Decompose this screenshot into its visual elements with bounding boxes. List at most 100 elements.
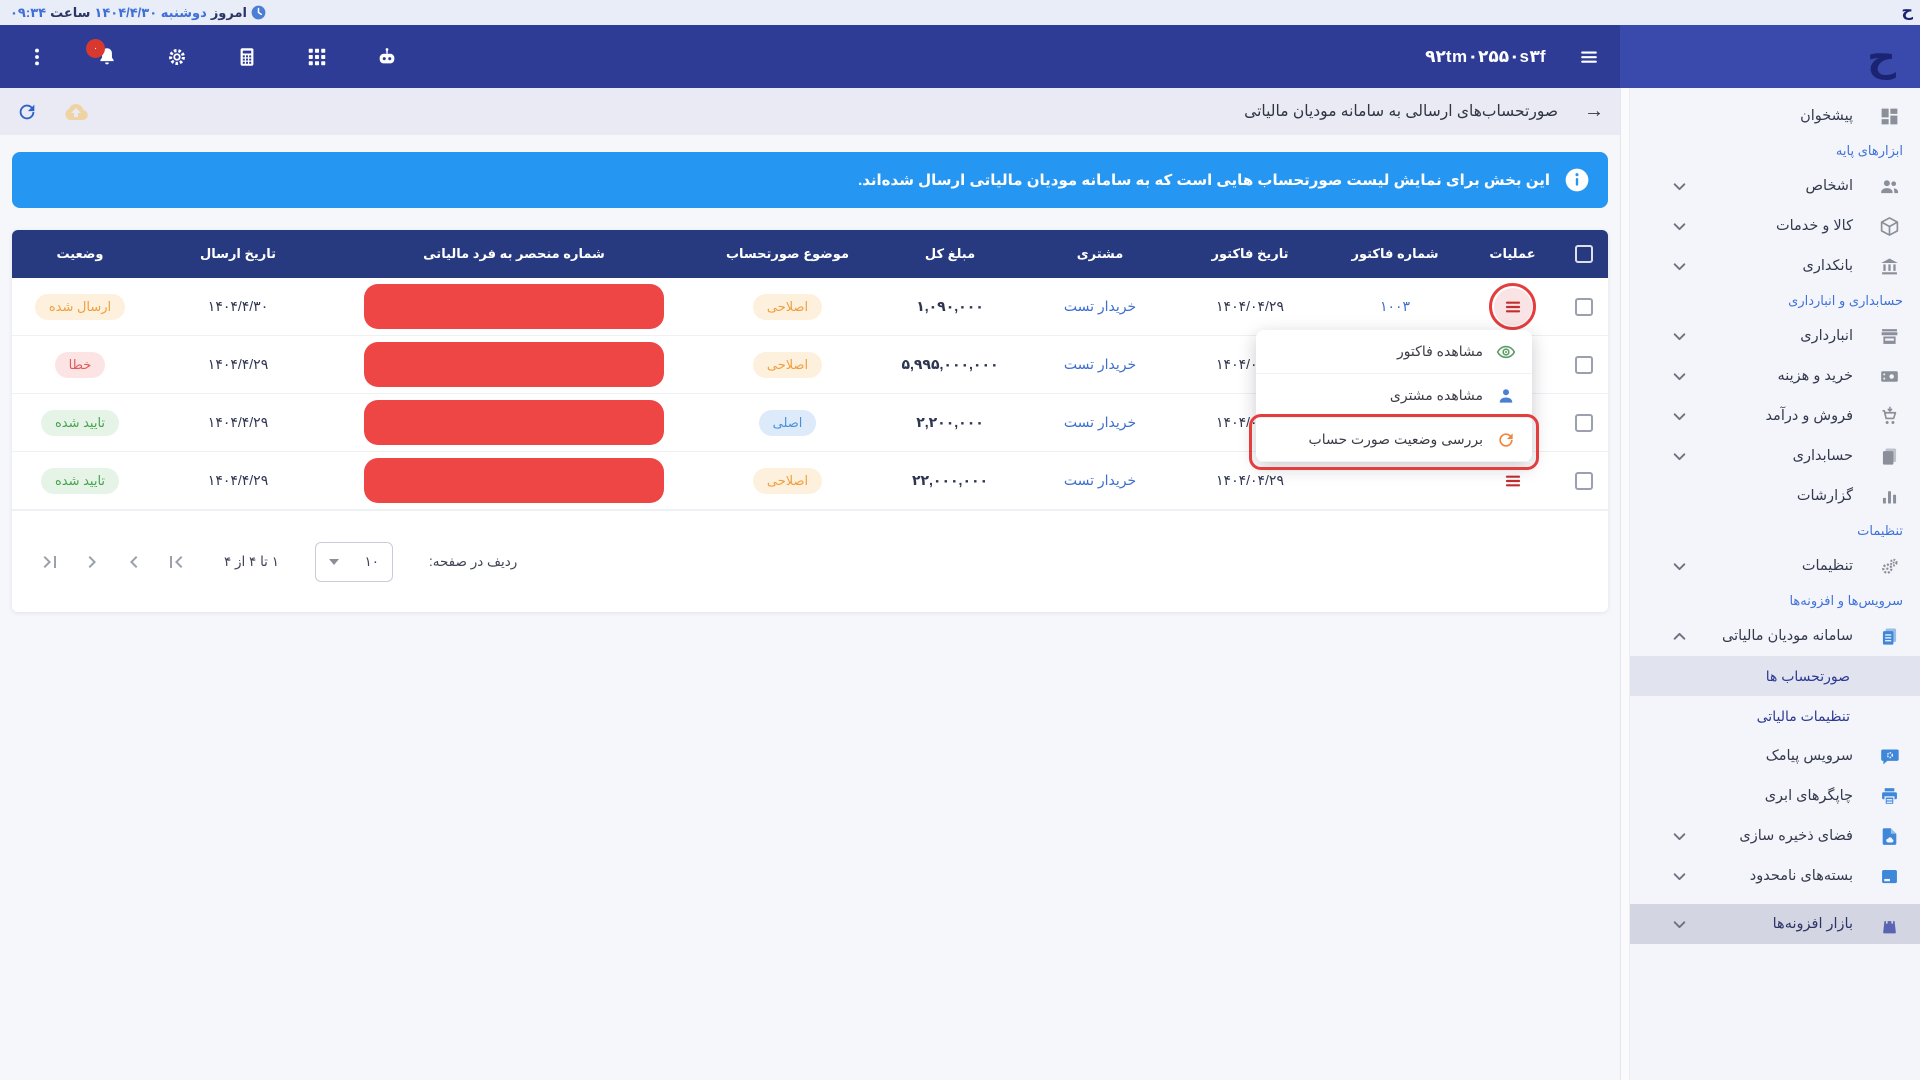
pagination-bar: ردیف در صفحه: ۱۰ ۱ تا ۴ از ۴ bbox=[12, 510, 1608, 612]
sidebar-item[interactable]: حسابداری bbox=[1621, 436, 1920, 476]
chart-icon bbox=[1882, 490, 1897, 503]
column-header-ops: عملیات bbox=[1489, 246, 1536, 261]
notifications-bell-button[interactable]: ۰ bbox=[86, 38, 118, 68]
last-page-button[interactable] bbox=[38, 550, 62, 574]
row-checkbox[interactable] bbox=[1575, 471, 1593, 490]
redaction-box bbox=[364, 284, 664, 329]
sidebar-item[interactable]: بانکداری bbox=[1621, 246, 1920, 286]
tax-doc-icon bbox=[1882, 627, 1897, 645]
current-time: ۰۹:۳۴ bbox=[10, 4, 47, 20]
sidebar-item[interactable]: بازار افزونه‌ها bbox=[1621, 904, 1920, 944]
sidebar-item[interactable]: سامانه مودیان مالیاتی bbox=[1621, 616, 1920, 656]
table-row: ۱۰۰۳ ۱۴۰۴/۰۴/۲۹ خریدار تست ۱,۰۹۰,۰۰۰ اصلاحی ۱… bbox=[12, 278, 1608, 336]
store-icon bbox=[1881, 328, 1898, 344]
sidebar-subitem[interactable]: تنظیمات مالیاتی bbox=[1756, 707, 1850, 724]
sidebar-item[interactable]: کالا و خدمات bbox=[1621, 206, 1920, 246]
sidebar-item[interactable]: اشخاص bbox=[1621, 166, 1920, 206]
kebab-menu-button[interactable] bbox=[26, 46, 48, 68]
next-page-button[interactable] bbox=[80, 550, 104, 574]
sidebar-subitem[interactable]: صورتحساب ها bbox=[1621, 656, 1920, 696]
menu-item[interactable]: مشاهده مشتری bbox=[1256, 374, 1532, 418]
brand-logo: ح bbox=[1867, 34, 1896, 79]
first-page-icon bbox=[170, 555, 183, 568]
calculator-button[interactable] bbox=[236, 46, 258, 68]
chev-down-icon bbox=[1673, 372, 1686, 380]
sidebar-item-label: پیشخوان bbox=[1800, 108, 1853, 124]
sidebar-item-label: بسته‌های نامحدود bbox=[1749, 868, 1853, 884]
menu-item-label: مشاهده مشتری bbox=[1389, 387, 1483, 403]
sidebar-item[interactable]: بسته‌های نامحدود bbox=[1621, 856, 1920, 896]
storage-icon bbox=[1882, 827, 1897, 845]
sidebar-item[interactable]: خرید و هزینه bbox=[1621, 356, 1920, 396]
bank-icon bbox=[1881, 257, 1898, 274]
table-row: ۱۴۰۴/۰۴/۲۹ خریدار تست ۲۲,۰۰۰,۰۰۰ اصلاحی ۱۴۰۴… bbox=[12, 452, 1608, 510]
sidebar-item[interactable]: پیشخوان bbox=[1621, 96, 1920, 136]
send_date-text: ۱۴۰۴/۴/۲۹ bbox=[207, 356, 269, 372]
pagination-range: ۱ تا ۴ از ۴ bbox=[224, 553, 279, 569]
first-page-button[interactable] bbox=[164, 550, 188, 574]
row-menu-icon bbox=[1505, 475, 1520, 486]
chev-up-icon bbox=[1673, 632, 1686, 640]
menu-item[interactable]: مشاهده فاکتور bbox=[1256, 330, 1532, 374]
sidebar-item[interactable]: چاپگرهای ابری bbox=[1621, 776, 1920, 816]
customer-link[interactable]: خریدار تست bbox=[1063, 356, 1137, 372]
person-icon bbox=[1499, 388, 1513, 403]
row-checkbox[interactable] bbox=[1575, 355, 1593, 374]
customer-link[interactable]: خریدار تست bbox=[1063, 298, 1137, 314]
row-checkbox[interactable] bbox=[1575, 413, 1593, 432]
apps-grid-button[interactable] bbox=[306, 46, 328, 68]
total-amount: ۲۲,۰۰۰,۰۰۰ bbox=[911, 472, 989, 488]
sidebar-item[interactable]: سرویس پیامک bbox=[1621, 736, 1920, 776]
refresh-button[interactable] bbox=[16, 101, 38, 123]
invoice_date-text: ۱۴۰۴/۰۴/۲۹ bbox=[1216, 298, 1284, 314]
page-title: صورتحساب‌های ارسالی به سامانه مودیان مال… bbox=[1244, 103, 1558, 120]
sidebar-scrollbar[interactable] bbox=[1621, 88, 1630, 1080]
sidebar-item[interactable]: فضای ذخیره سازی bbox=[1621, 816, 1920, 856]
customer-link[interactable]: خریدار تست bbox=[1063, 472, 1137, 488]
total-amount: ۱,۰۹۰,۰۰۰ bbox=[916, 298, 984, 314]
sidebar-section-label: حسابداری و انبارداری bbox=[1788, 293, 1903, 308]
assistant-robot-icon bbox=[379, 47, 395, 63]
row-checkbox[interactable] bbox=[1575, 297, 1593, 316]
rows-per-page-select[interactable]: ۱۰ bbox=[314, 541, 393, 582]
sidebar-item-label: تنظیمات bbox=[1801, 558, 1853, 574]
sidebar-item[interactable]: گزارشات bbox=[1621, 476, 1920, 516]
pages-icon bbox=[1882, 447, 1897, 465]
send_date-text: ۱۴۰۴/۴/۲۹ bbox=[207, 414, 269, 430]
sidebar-item[interactable]: انبارداری bbox=[1621, 316, 1920, 356]
row-actions-button[interactable] bbox=[1493, 287, 1532, 326]
select-all-checkbox[interactable] bbox=[1575, 245, 1593, 263]
table-row: ۱۴۰۴/۰۴/۲۹ خریدار تست ۲,۲۰۰,۰۰۰ اصلی ۱۴۰۴/۴/… bbox=[12, 394, 1608, 452]
rows-per-page-label: ردیف در صفحه: bbox=[428, 553, 518, 569]
prev-page-button[interactable] bbox=[122, 550, 146, 574]
sidebar-item-label: فضای ذخیره سازی bbox=[1739, 828, 1853, 844]
status-badge: تایید شده bbox=[40, 409, 120, 436]
cart-icon bbox=[1882, 406, 1897, 424]
total-amount: ۵,۹۹۵,۰۰۰,۰۰۰ bbox=[901, 356, 999, 372]
settings-gear-button[interactable] bbox=[166, 46, 188, 68]
menu-item-label: بررسی وضعیت صورت حساب bbox=[1308, 431, 1483, 447]
status-badge: تایید شده bbox=[40, 467, 120, 494]
customer-link[interactable]: خریدار تست bbox=[1063, 414, 1137, 430]
sidebar-item[interactable]: تنظیمات bbox=[1621, 546, 1920, 586]
row-actions-button[interactable] bbox=[1494, 462, 1532, 500]
chev-down-icon bbox=[1673, 452, 1686, 460]
menu-item[interactable]: بررسی وضعیت صورت حساب bbox=[1256, 418, 1532, 462]
bag-icon bbox=[1883, 916, 1896, 933]
eye-icon bbox=[1496, 345, 1516, 358]
sidebar-item-label: کالا و خدمات bbox=[1775, 218, 1853, 234]
column-header-select bbox=[1560, 230, 1608, 278]
total-amount: ۲,۲۰۰,۰۰۰ bbox=[916, 414, 984, 430]
assistant-robot-button[interactable] bbox=[376, 46, 398, 68]
main-area: → صورتحساب‌های ارسالی به سامانه مودیان م… bbox=[0, 88, 1620, 1080]
next-page-icon bbox=[88, 555, 96, 568]
cloud-upload-button[interactable] bbox=[64, 100, 88, 124]
sidebar-item-label: بازار افزونه‌ها bbox=[1772, 916, 1853, 932]
main-menu-button[interactable] bbox=[1578, 46, 1600, 68]
invoice_date-text: ۱۴۰۴/۰۴/۲۹ bbox=[1216, 472, 1284, 488]
back-arrow-button[interactable]: → bbox=[1584, 100, 1604, 122]
invoice-number-link[interactable]: ۱۰۰۳ bbox=[1379, 298, 1411, 314]
dashboard-icon bbox=[1881, 108, 1898, 124]
top-navbar: ۰ ۹۲tm۰۲۵۵۰s۳f bbox=[0, 25, 1620, 88]
sidebar-item[interactable]: فروش و درآمد bbox=[1621, 396, 1920, 436]
